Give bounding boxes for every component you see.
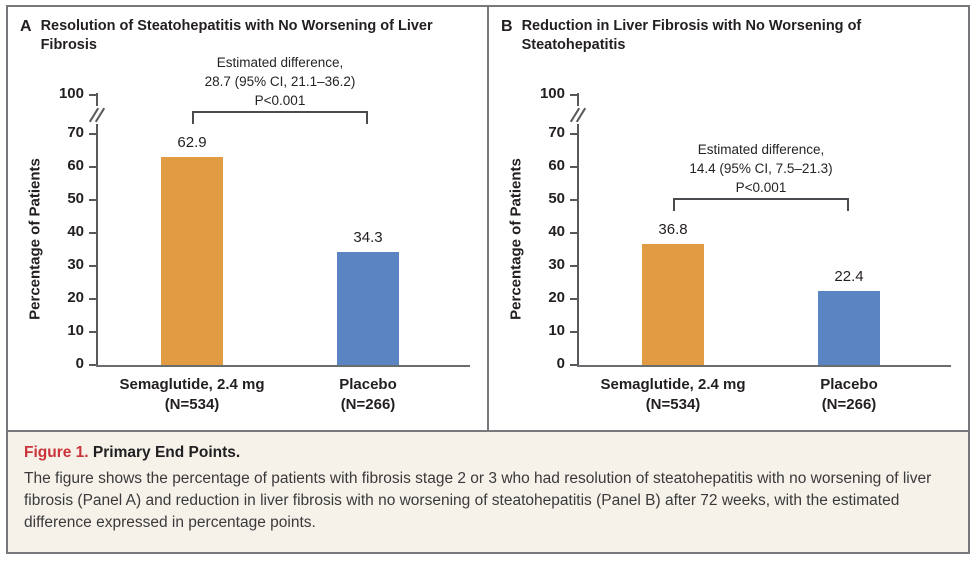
y-tick-label: 10 <box>67 322 84 339</box>
x-category-name: Semaglutide, 2.4 mg <box>600 376 746 393</box>
y-tick <box>570 199 577 201</box>
x-axis-line <box>577 365 951 367</box>
y-tick <box>89 94 96 96</box>
y-tick <box>570 232 577 234</box>
panel-a-letter: A <box>20 18 32 35</box>
panel-b-title: B Reduction in Liver Fibrosis with No Wo… <box>501 17 952 55</box>
panel-b-title-text: Reduction in Liver Fibrosis with No Wors… <box>521 18 862 53</box>
annotation-line-1: Estimated difference, <box>697 142 825 157</box>
y-tick-label: 60 <box>548 157 565 174</box>
y-tick <box>570 331 577 333</box>
x-category-placebo: Placebo (N=266) <box>739 375 959 415</box>
panel-b-letter: B <box>501 18 513 35</box>
y-tick-label: 50 <box>67 190 84 207</box>
y-axis-label: Percentage of Patients <box>26 158 44 320</box>
bar-value-label: 62.9 <box>177 134 207 151</box>
y-tick <box>89 166 96 168</box>
x-category-semaglutide: Semaglutide, 2.4 mg (N=534) <box>82 375 302 415</box>
estimated-difference-annotation: Estimated difference, 14.4 (95% CI, 7.5–… <box>591 140 931 197</box>
y-tick-label: 20 <box>67 289 84 306</box>
x-category-n: (N=534) <box>645 396 701 413</box>
y-tick-label: 100 <box>539 85 565 102</box>
x-category-n: (N=266) <box>821 396 877 413</box>
y-tick <box>89 298 96 300</box>
panel-a-title: A Resolution of Steatohepatitis with No … <box>20 17 471 55</box>
y-tick-label: 30 <box>548 256 565 273</box>
y-tick-label: 20 <box>548 289 565 306</box>
figure-caption-label: Figure 1. <box>24 444 89 461</box>
annotation-line-2: 28.7 (95% CI, 21.1–36.2) <box>204 74 356 89</box>
x-category-name: Placebo <box>820 376 878 393</box>
axis-break-icon <box>88 106 106 124</box>
y-axis-label: Percentage of Patients <box>507 158 525 320</box>
y-tick <box>570 265 577 267</box>
annotation-line-3: P<0.001 <box>735 180 787 195</box>
figure-caption-body: The figure shows the percentage of patie… <box>24 470 932 531</box>
bar-value-label: 22.4 <box>834 268 864 285</box>
figure-caption-title: Primary End Points. <box>92 444 241 461</box>
y-tick-label: 100 <box>58 85 84 102</box>
bar-placebo <box>337 252 399 365</box>
y-tick-label: 30 <box>67 256 84 273</box>
x-axis-line <box>96 365 470 367</box>
y-tick <box>89 232 96 234</box>
y-tick <box>89 133 96 135</box>
y-tick-label: 70 <box>548 124 565 141</box>
y-tick-label: 40 <box>67 223 84 240</box>
y-tick-label: 10 <box>548 322 565 339</box>
y-tick-label: 40 <box>548 223 565 240</box>
y-tick <box>570 166 577 168</box>
panel-a-title-text: Resolution of Steatohepatitis with No Wo… <box>40 18 433 53</box>
y-tick <box>89 265 96 267</box>
panel-b: B Reduction in Liver Fibrosis with No Wo… <box>489 7 968 430</box>
y-tick-label: 0 <box>556 355 565 372</box>
annotation-line-3: P<0.001 <box>254 93 306 108</box>
bar-value-label: 36.8 <box>658 221 688 238</box>
y-tick <box>89 331 96 333</box>
y-tick <box>89 364 96 366</box>
annotation-line-2: 14.4 (95% CI, 7.5–21.3) <box>689 161 833 176</box>
comparison-bracket <box>192 111 368 124</box>
bar-semaglutide <box>161 157 223 365</box>
x-category-name: Placebo <box>339 376 397 393</box>
y-axis-line <box>577 93 579 367</box>
x-category-name: Semaglutide, 2.4 mg <box>119 376 265 393</box>
figure-caption-heading: Figure 1. Primary End Points. <box>24 444 952 462</box>
y-tick-label: 50 <box>548 190 565 207</box>
bar-value-label: 34.3 <box>353 229 383 246</box>
x-category-n: (N=266) <box>340 396 396 413</box>
y-tick-label: 70 <box>67 124 84 141</box>
bar-placebo <box>818 291 880 365</box>
y-tick <box>570 133 577 135</box>
x-category-placebo: Placebo (N=266) <box>258 375 478 415</box>
axis-break-icon <box>569 106 587 124</box>
annotation-line-1: Estimated difference, <box>216 55 344 70</box>
charts-row: A Resolution of Steatohepatitis with No … <box>8 7 968 430</box>
y-axis-line <box>96 93 98 367</box>
figure-frame: A Resolution of Steatohepatitis with No … <box>6 5 970 554</box>
y-tick <box>570 364 577 366</box>
estimated-difference-annotation: Estimated difference, 28.7 (95% CI, 21.1… <box>110 53 450 110</box>
y-tick <box>570 94 577 96</box>
y-tick-label: 0 <box>75 355 84 372</box>
y-tick <box>570 298 577 300</box>
y-tick <box>89 199 96 201</box>
figure-caption: Figure 1. Primary End Points. The figure… <box>8 430 968 552</box>
x-category-n: (N=534) <box>164 396 220 413</box>
bar-semaglutide <box>642 244 704 365</box>
panel-a: A Resolution of Steatohepatitis with No … <box>8 7 489 430</box>
comparison-bracket <box>673 198 849 211</box>
y-tick-label: 60 <box>67 157 84 174</box>
x-category-semaglutide: Semaglutide, 2.4 mg (N=534) <box>563 375 783 415</box>
